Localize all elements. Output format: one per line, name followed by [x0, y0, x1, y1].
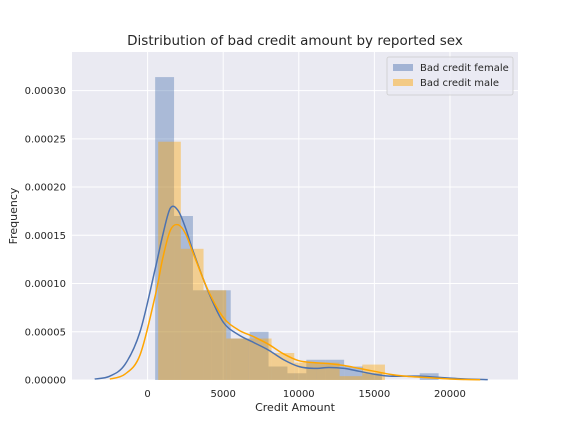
grid-lines	[72, 52, 518, 381]
histogram-bars	[155, 77, 439, 381]
female-bar	[230, 338, 250, 380]
legend-label-male: Bad credit male	[420, 78, 499, 89]
x-axis-label: Credit Amount	[255, 401, 335, 414]
female-bar	[211, 290, 231, 380]
female-bar	[306, 359, 326, 380]
male-bar	[294, 362, 317, 380]
y-tick-labels: 0.00000 0.00005 0.00010 0.00015 0.00020 0.000…	[25, 86, 66, 386]
plot-area	[72, 52, 518, 380]
x-tick-labels: 0 5000 10000 15000 20000	[144, 389, 465, 400]
legend: Bad credit female Bad credit male	[386, 56, 514, 96]
kde-curves	[94, 205, 488, 381]
y-tick-label: 0.00005	[25, 327, 66, 338]
legend-swatch-female	[393, 64, 413, 71]
x-tick-label: 10000	[283, 389, 315, 400]
x-tick-label: 15000	[358, 389, 390, 400]
y-tick-label: 0.00020	[25, 183, 66, 194]
x-tick-label: 5000	[210, 389, 235, 400]
y-tick-label: 0.00010	[25, 279, 66, 290]
y-tick-label: 0.00025	[25, 134, 66, 145]
y-tick-label: 0.00015	[25, 231, 66, 242]
y-tick-label: 0.00030	[25, 86, 66, 97]
male-bar	[158, 141, 181, 380]
male-bar	[271, 352, 295, 380]
female-bar	[249, 331, 269, 380]
male-kde-line	[109, 223, 481, 381]
male-bar	[226, 338, 249, 380]
male-bar	[316, 362, 340, 380]
legend-label-female: Bad credit female	[420, 63, 509, 74]
chart-title: Distribution of bad credit amount by rep…	[127, 33, 463, 49]
male-bar	[180, 248, 204, 380]
female-bar	[287, 373, 307, 380]
female-bar	[363, 373, 382, 380]
male-bar	[339, 376, 363, 380]
x-tick-label: 0	[144, 389, 150, 400]
female-bar	[192, 290, 212, 380]
male-bar	[362, 364, 385, 380]
y-axis-label: Frequency	[7, 187, 20, 244]
female-bar	[174, 216, 193, 380]
x-tick-label: 20000	[434, 389, 466, 400]
legend-swatch-male	[393, 79, 413, 86]
female-bar	[268, 366, 288, 380]
y-tick-label: 0.00000	[25, 376, 66, 387]
legend-box	[386, 56, 514, 96]
